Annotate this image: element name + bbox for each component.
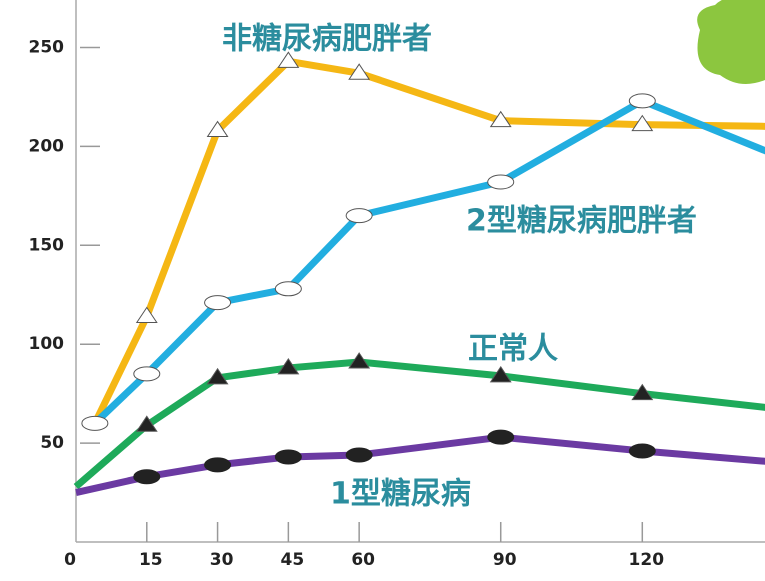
y-tick-label: 100: [29, 334, 65, 354]
annotation: 2型糖尿病肥胖者: [466, 204, 697, 239]
marker: [135, 306, 158, 323]
marker: [628, 443, 656, 459]
marker: [631, 383, 654, 401]
x-tick-label: 0: [64, 550, 76, 570]
marker: [277, 358, 300, 375]
x-tick-label: 90: [493, 550, 517, 570]
annotation: 非糖尿病肥胖者: [222, 22, 432, 57]
x-tick-label: 120: [629, 550, 665, 570]
x-tick-label: 60: [351, 550, 375, 570]
series-line: [73, 358, 765, 490]
marker: [628, 93, 656, 109]
y-tick-label: 250: [29, 37, 65, 57]
marker: [487, 174, 515, 190]
x-tick-label: 30: [210, 550, 234, 570]
marker: [487, 429, 515, 445]
marker: [348, 63, 371, 80]
marker: [204, 295, 232, 311]
marker: [277, 51, 300, 68]
series-line: [91, 57, 765, 425]
marker: [489, 365, 512, 383]
annotation: 正常人: [468, 332, 558, 367]
y-tick-label: 50: [40, 433, 64, 453]
marker: [206, 367, 229, 385]
series-line: [92, 97, 765, 426]
marker: [348, 352, 371, 369]
marker: [81, 415, 109, 431]
marker: [345, 447, 373, 463]
y-tick-label: 150: [29, 235, 65, 255]
marker: [133, 469, 161, 485]
marker: [274, 281, 302, 297]
marker: [489, 110, 512, 128]
marker: [204, 457, 232, 473]
marker: [274, 449, 302, 465]
decoration-tree: [697, 0, 765, 84]
x-tick-label: 15: [139, 550, 163, 570]
y-tick-label: 200: [29, 136, 65, 156]
marker: [135, 415, 158, 432]
marker: [631, 114, 654, 132]
marker: [206, 120, 229, 138]
marker: [345, 208, 373, 224]
marker: [133, 366, 161, 382]
x-tick-label: 45: [281, 550, 305, 570]
annotation: 1型糖尿病: [330, 477, 471, 512]
